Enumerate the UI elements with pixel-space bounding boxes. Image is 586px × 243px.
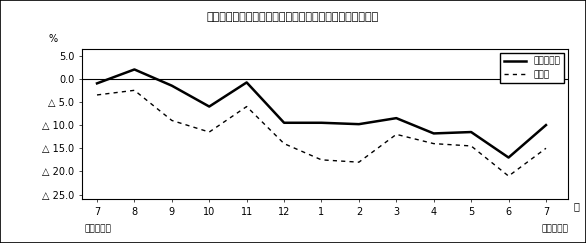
Legend: 調査産業計, 製造業: 調査産業計, 製造業	[500, 53, 564, 83]
Text: 平成１９年: 平成１９年	[85, 224, 112, 233]
Text: %: %	[49, 34, 57, 44]
Text: 第２図　所定外労働時間対前年比の推移（規模５人以上）: 第２図 所定外労働時間対前年比の推移（規模５人以上）	[207, 12, 379, 22]
Text: 月: 月	[573, 201, 579, 211]
Text: 平成２０年: 平成２０年	[541, 224, 568, 233]
